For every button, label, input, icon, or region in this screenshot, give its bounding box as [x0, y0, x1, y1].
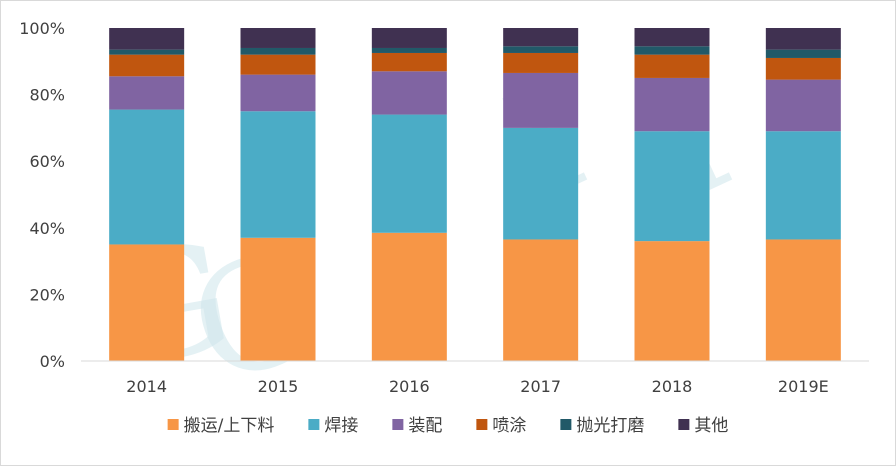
y-tick-label: 0% [40, 352, 65, 371]
legend-item: 装配 [392, 416, 442, 436]
legend-item: 抛光打磨 [560, 416, 644, 436]
legend-item: 其他 [678, 416, 728, 436]
legend-label: 装配 [408, 416, 442, 436]
legend-item: 搬运/上下料 [167, 416, 275, 436]
bar-stack-2017 [503, 28, 579, 361]
bar-segment [240, 111, 316, 238]
y-tick-label: 20% [29, 285, 65, 304]
legend-label: 其他 [694, 416, 728, 436]
x-tick-label: 2016 [389, 377, 430, 396]
bar-segment [503, 72, 579, 128]
y-axis: 0% 20% 40% 60% 80% 100% [19, 19, 65, 371]
x-tick-label: 2014 [126, 377, 167, 396]
bar-segment [109, 54, 185, 77]
bar-segment [765, 49, 841, 58]
bar-segment [765, 79, 841, 132]
bar-segment [503, 28, 579, 47]
bar-segment [371, 71, 447, 115]
legend-item: 喷涂 [476, 416, 526, 436]
legend-swatch [167, 419, 179, 430]
y-tick-label: 80% [29, 86, 65, 105]
legend-swatch [678, 419, 690, 430]
bar-segment [109, 28, 185, 50]
bar-segment [109, 109, 185, 245]
bar-segment [503, 239, 579, 361]
bar-segment [240, 47, 316, 55]
bar-stack-2016 [371, 28, 447, 361]
bar-stack-2015 [240, 28, 316, 361]
bars [109, 28, 841, 361]
y-tick-label: 100% [19, 19, 65, 38]
y-tick-label: 40% [29, 219, 65, 238]
bar-segment [765, 131, 841, 240]
legend-swatch [476, 419, 488, 430]
legend: 搬运/上下料 焊接 装配 喷涂 抛光打磨 其他 [167, 416, 728, 436]
y-tick-label: 60% [29, 152, 65, 171]
bar-segment [634, 77, 710, 132]
bar-segment [634, 46, 710, 55]
bar-stack-2014 [109, 28, 185, 361]
x-tick-label: 2015 [258, 377, 299, 396]
legend-swatch [308, 419, 320, 430]
x-tick-label: 2017 [520, 377, 561, 396]
bar-segment [503, 52, 579, 73]
bar-segment [634, 131, 710, 242]
legend-swatch [392, 419, 404, 430]
legend-label: 焊接 [324, 416, 358, 436]
bar-segment [765, 239, 841, 361]
bar-segment [634, 241, 710, 361]
bar-segment [240, 237, 316, 361]
bar-segment [765, 28, 841, 50]
bar-segment [109, 244, 185, 361]
bar-stack-2018 [634, 28, 710, 361]
bar-segment [109, 76, 185, 110]
bar-segment [240, 28, 316, 48]
bar-segment [634, 54, 710, 78]
bar-segment [765, 57, 841, 80]
x-tick-label: 2019E [778, 377, 829, 396]
bar-segment [503, 127, 579, 240]
bar-segment [240, 74, 316, 112]
bar-segment [371, 28, 447, 48]
legend-swatch [560, 419, 572, 430]
bar-segment [503, 46, 579, 53]
bar-segment [634, 28, 710, 47]
bar-segment [371, 232, 447, 361]
x-axis: 2014 2015 2016 2017 2018 2019E [126, 377, 828, 396]
legend-label: 喷涂 [492, 416, 526, 436]
bar-segment [371, 114, 447, 233]
bar-segment [240, 54, 316, 75]
bar-segment [371, 47, 447, 53]
bar-stack-2019E [765, 28, 841, 361]
x-tick-label: 2018 [652, 377, 693, 396]
bar-segment [371, 52, 447, 72]
legend-label: 搬运/上下料 [184, 416, 275, 436]
legend-item: 焊接 [308, 416, 358, 436]
bar-segment [109, 49, 185, 55]
legend-label: 抛光打磨 [576, 416, 644, 436]
